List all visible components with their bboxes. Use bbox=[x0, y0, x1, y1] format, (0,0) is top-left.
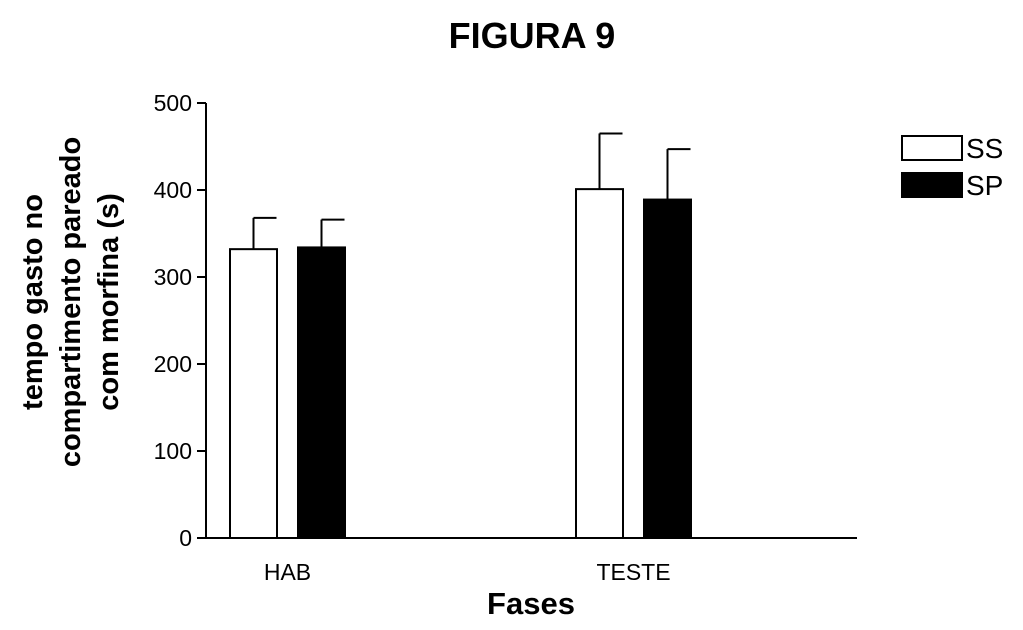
y-tick-label: 200 bbox=[154, 351, 192, 377]
legend-label-ss: SS bbox=[966, 133, 1003, 164]
chart-title: FIGURA 9 bbox=[449, 15, 616, 56]
bar-ss bbox=[575, 188, 624, 539]
y-tick-label: 500 bbox=[154, 90, 192, 116]
y-axis-title-line-3: com morfina (s) bbox=[93, 193, 125, 411]
legend: SS SP bbox=[901, 133, 1003, 201]
y-tick-label: 400 bbox=[154, 177, 192, 203]
bars bbox=[229, 132, 692, 539]
bar-sp bbox=[297, 246, 346, 539]
legend-label-sp: SP bbox=[966, 170, 1003, 201]
y-tick-label: 0 bbox=[179, 525, 192, 551]
bar-sp bbox=[643, 198, 692, 539]
x-tick-label: TESTE bbox=[596, 559, 670, 585]
y-tick-label: 100 bbox=[154, 438, 192, 464]
x-tick-label: HAB bbox=[264, 559, 311, 585]
y-axis-title-line-1: tempo gasto no bbox=[17, 194, 49, 410]
y-tick-label: 300 bbox=[154, 264, 192, 290]
x-axis-title: Fases bbox=[487, 586, 575, 621]
legend-swatch-ss bbox=[901, 135, 963, 161]
y-axis-title: tempo gasto no compartimento pareado com… bbox=[17, 137, 125, 467]
x-ticks: HAB TESTE bbox=[264, 559, 671, 585]
legend-swatch-sp bbox=[901, 172, 963, 198]
y-ticks: 0 100 200 300 400 500 bbox=[154, 90, 206, 551]
y-axis-title-line-2: compartimento pareado bbox=[55, 137, 87, 467]
bar-ss bbox=[229, 248, 278, 539]
